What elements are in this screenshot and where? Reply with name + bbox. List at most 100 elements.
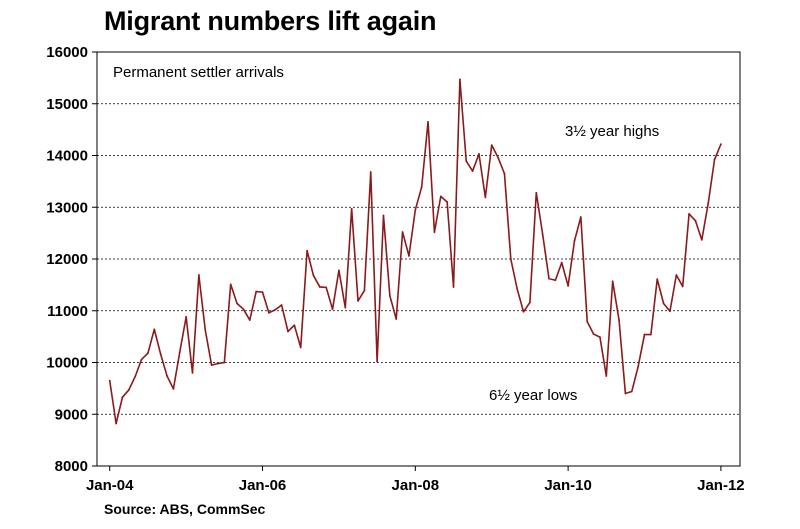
data-point (127, 389, 130, 391)
data-point (535, 191, 538, 194)
data-point (325, 286, 328, 289)
data-point (452, 286, 455, 288)
annotation-lows: 6½ year lows (489, 387, 577, 404)
data-point (312, 274, 315, 277)
data-point (490, 144, 493, 147)
data-point (713, 158, 716, 161)
y-tick-label: 14000 (46, 148, 88, 165)
data-point (439, 195, 442, 198)
data-point (522, 310, 525, 313)
data-point (108, 379, 111, 382)
data-point (363, 289, 366, 292)
data-point (630, 390, 633, 393)
y-tick-label: 11000 (47, 303, 88, 320)
data-point (567, 285, 570, 287)
data-point (204, 329, 207, 331)
chart-title: Migrant numbers lift again (104, 6, 437, 36)
data-point (509, 258, 512, 260)
data-point (248, 319, 251, 321)
y-tick-label: 12000 (46, 251, 88, 268)
data-point (579, 216, 582, 218)
y-axis: 8000 9000 10000 11000 12000 13000 14000 15000 16… (46, 44, 97, 475)
data-point (159, 353, 162, 356)
data-point (382, 214, 385, 217)
data-point (720, 143, 722, 146)
data-point (121, 396, 124, 399)
data-point (331, 308, 334, 311)
y-tick-label: 10000 (46, 355, 88, 372)
data-point (153, 328, 156, 331)
data-point (529, 301, 531, 304)
data-point (191, 371, 194, 374)
data-point (115, 422, 117, 425)
data-point (408, 255, 410, 257)
data-point (700, 238, 703, 241)
data-point (573, 239, 576, 242)
data-point (197, 274, 200, 276)
data-point (223, 361, 226, 364)
data-point (395, 318, 398, 320)
chart-subtitle: Permanent settler arrivals (113, 64, 284, 81)
x-tick-label: Jan-06 (239, 477, 287, 494)
data-point (420, 186, 423, 188)
data-point (293, 324, 296, 327)
data-point (134, 375, 137, 378)
data-point (274, 308, 277, 311)
data-point (318, 286, 321, 288)
y-tick-label: 13000 (46, 199, 88, 216)
data-point (484, 196, 487, 199)
data-point (376, 360, 379, 363)
data-point (458, 78, 461, 81)
data-point (236, 302, 238, 305)
data-point (229, 283, 232, 286)
data-point (675, 274, 678, 276)
data-point (541, 233, 544, 236)
data-point (503, 172, 506, 175)
data-point (185, 316, 188, 318)
data-point (516, 288, 519, 290)
data-point (344, 306, 347, 309)
x-tick-label: Jan-10 (544, 477, 592, 494)
data-point (166, 375, 168, 377)
data-point (548, 277, 550, 280)
data-point (554, 279, 557, 282)
data-point (140, 358, 143, 361)
data-point (242, 308, 245, 311)
data-point (618, 319, 620, 321)
data-point (471, 170, 474, 172)
data-point (605, 375, 608, 377)
data-point (433, 231, 436, 233)
data-point (299, 346, 302, 349)
data-point (267, 311, 270, 314)
annotation-highs: 3½ year highs (565, 123, 659, 140)
data-point (669, 310, 671, 313)
x-axis: Jan-04 Jan-06 Jan-08 Jan-10 Jan-12 (86, 466, 745, 494)
data-point (688, 213, 690, 215)
data-points (108, 78, 722, 425)
grid-lines (97, 103, 740, 415)
data-point (611, 280, 614, 283)
data-point (681, 285, 684, 288)
data-point (178, 351, 181, 354)
data-point (287, 330, 289, 333)
x-tick-label: Jan-08 (392, 477, 440, 494)
y-tick-label: 15000 (46, 96, 88, 113)
data-point (497, 156, 499, 159)
x-tick-label: Jan-12 (697, 477, 745, 494)
data-point (586, 320, 589, 323)
data-point (338, 269, 340, 272)
data-point (217, 362, 219, 365)
data-point (637, 365, 640, 368)
data-point (306, 249, 308, 252)
y-tick-label: 8000 (55, 458, 88, 475)
data-point (350, 207, 353, 210)
data-point (694, 219, 697, 222)
data-point (599, 336, 601, 339)
data-point (592, 333, 595, 335)
data-point (369, 171, 372, 173)
y-tick-label: 9000 (55, 406, 88, 423)
source-note: Source: ABS, CommSec (104, 501, 266, 517)
data-point (662, 302, 665, 305)
x-tick-label: Jan-04 (86, 477, 134, 494)
data-point (643, 333, 646, 336)
